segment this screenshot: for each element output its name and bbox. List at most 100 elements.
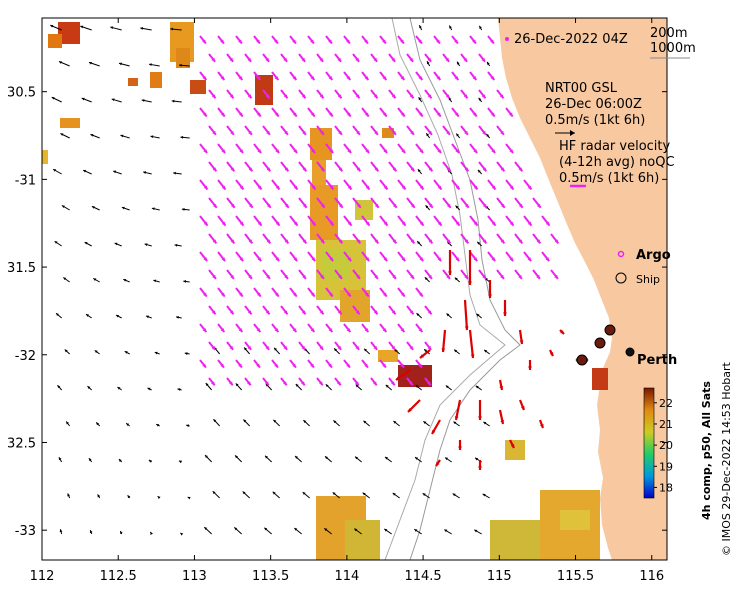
current-arrowhead bbox=[320, 167, 325, 172]
current-arrowhead bbox=[202, 39, 206, 44]
current-arrowhead bbox=[419, 112, 423, 117]
current-arrowhead bbox=[211, 57, 216, 62]
current-arrowhead bbox=[410, 239, 415, 244]
x-tick-label: 115.5 bbox=[557, 569, 594, 584]
current-arrow bbox=[468, 329, 475, 359]
current-arrowhead bbox=[347, 149, 352, 154]
current-arrowhead bbox=[247, 94, 252, 99]
current-arrowhead bbox=[422, 493, 426, 496]
current-arrowhead bbox=[338, 130, 342, 135]
current-arrowhead bbox=[267, 203, 271, 208]
current-arrowhead bbox=[519, 340, 524, 344]
current-arrowhead bbox=[346, 328, 351, 333]
x-tick-label: 112 bbox=[30, 569, 55, 584]
current-arrowhead bbox=[364, 363, 368, 368]
current-arrowhead bbox=[519, 203, 523, 208]
current-arrowhead bbox=[409, 345, 414, 350]
current-arrowhead bbox=[364, 348, 368, 352]
current-arrowhead bbox=[211, 310, 216, 315]
current-arrowhead bbox=[229, 381, 233, 386]
current-arrowhead bbox=[382, 76, 387, 81]
current-arrowhead bbox=[301, 57, 306, 62]
current-arrowhead bbox=[355, 310, 360, 315]
current-arrowhead bbox=[123, 278, 127, 282]
current-arrowhead bbox=[58, 61, 62, 64]
depth-1000-label: 1000m bbox=[650, 41, 696, 56]
current-arrowhead bbox=[183, 280, 187, 283]
current-arrowhead bbox=[418, 97, 422, 101]
hf-title: HF radar velocity bbox=[559, 139, 671, 154]
current-arrowhead bbox=[283, 345, 288, 350]
current-arrowhead bbox=[527, 257, 532, 262]
current-arrowhead bbox=[420, 354, 424, 358]
current-arrowhead bbox=[410, 167, 415, 172]
current-arrowhead bbox=[338, 167, 343, 172]
current-arrowhead bbox=[549, 352, 554, 356]
current-arrowhead bbox=[256, 39, 260, 44]
current-arrowhead bbox=[89, 530, 93, 534]
current-arrowhead bbox=[444, 529, 448, 533]
current-arrowhead bbox=[220, 39, 224, 44]
timestamp-label: 26-Dec-2022 04Z bbox=[514, 32, 628, 47]
current-arrowhead bbox=[311, 112, 315, 117]
current-arrowhead bbox=[205, 383, 209, 387]
current-arrowhead bbox=[213, 203, 217, 208]
current-arrowhead bbox=[311, 221, 316, 226]
current-arrowhead bbox=[418, 76, 423, 81]
current-arrowhead bbox=[545, 221, 550, 226]
hf-scale: 0.5m/s (1kt 6h) bbox=[559, 171, 659, 186]
current-arrowhead bbox=[454, 416, 459, 420]
current-arrowhead bbox=[311, 185, 316, 190]
current-arrowhead bbox=[310, 39, 314, 44]
current-arrowhead bbox=[86, 314, 90, 317]
current-arrowhead bbox=[114, 242, 118, 246]
colorbar-tick-label: 21 bbox=[659, 418, 673, 431]
current-arrowhead bbox=[266, 167, 271, 172]
current-arrowhead bbox=[247, 57, 252, 62]
current-arrowhead bbox=[427, 94, 432, 99]
plot-frame bbox=[41, 17, 668, 561]
current-arrowhead bbox=[256, 76, 261, 81]
current-arrowhead bbox=[292, 39, 296, 44]
current-arrowhead bbox=[490, 76, 495, 81]
current-arrowhead bbox=[243, 419, 247, 423]
current-arrowhead bbox=[482, 130, 486, 135]
isobath-1000m bbox=[384, 18, 506, 560]
current-arrowhead bbox=[212, 167, 217, 172]
current-arrowhead bbox=[445, 457, 449, 461]
current-arrowhead bbox=[120, 134, 124, 138]
current-arrowhead bbox=[482, 493, 486, 497]
current-arrowhead bbox=[385, 384, 389, 388]
current-arrowhead bbox=[482, 167, 487, 172]
current-arrowhead bbox=[212, 239, 217, 244]
current-arrowhead bbox=[447, 203, 451, 208]
current-arrowhead bbox=[362, 492, 366, 496]
current-arrowhead bbox=[93, 278, 97, 281]
x-tick-label: 116 bbox=[639, 569, 664, 584]
current-arrowhead bbox=[247, 345, 252, 350]
current-arrowhead bbox=[284, 167, 289, 172]
current-arrowhead bbox=[88, 61, 92, 65]
current-arrowhead bbox=[365, 257, 370, 262]
current-arrowhead bbox=[428, 239, 433, 244]
colorbar-tick-label: 19 bbox=[659, 460, 673, 473]
current-arrowhead bbox=[417, 169, 421, 173]
current-arrowhead bbox=[242, 491, 246, 495]
current-arrowhead bbox=[56, 313, 59, 317]
current-arrowhead bbox=[499, 94, 504, 99]
current-arrowhead bbox=[329, 292, 333, 297]
current-arrowhead bbox=[473, 149, 478, 154]
current-arrowhead bbox=[429, 203, 433, 208]
current-arrowhead bbox=[337, 310, 342, 315]
y-tick-label: 30.5 bbox=[7, 86, 36, 101]
current-arrowhead bbox=[500, 239, 505, 244]
current-arrowhead bbox=[221, 112, 225, 117]
current-arrowhead bbox=[274, 363, 278, 368]
current-arrowhead bbox=[334, 348, 338, 352]
current-arrowhead bbox=[432, 430, 436, 434]
current-arrowhead bbox=[328, 76, 333, 81]
current-arrowhead bbox=[384, 528, 388, 532]
current-arrowhead bbox=[146, 315, 149, 319]
current-arrowhead bbox=[453, 421, 457, 425]
current-arrowhead bbox=[446, 130, 450, 135]
